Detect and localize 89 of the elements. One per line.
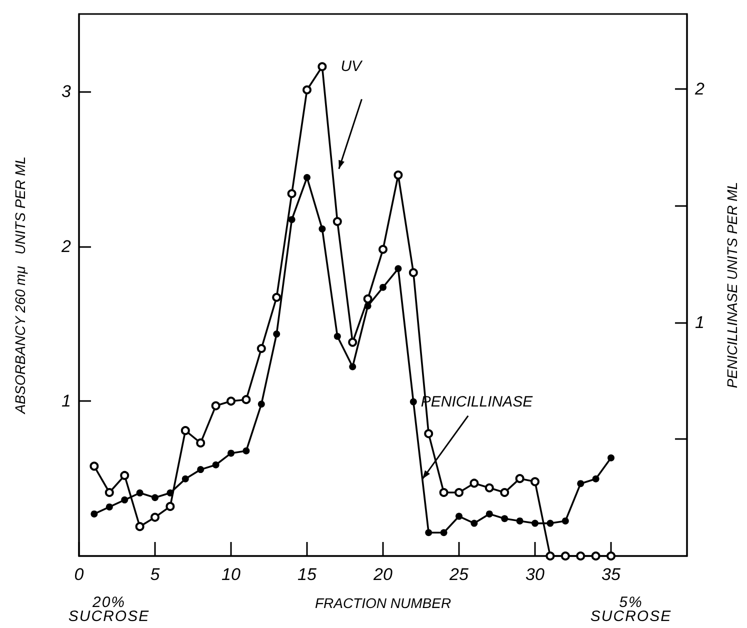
point — [104, 488, 114, 498]
y-tick-label: 2 — [60, 236, 72, 256]
point — [410, 398, 417, 406]
point — [242, 395, 251, 404]
series-label: UV — [340, 58, 364, 76]
point — [530, 477, 540, 486]
y2-tick-label: 2 — [694, 79, 705, 98]
point — [273, 330, 280, 338]
point — [378, 244, 388, 254]
point — [439, 488, 448, 498]
y-tick-label: 1 — [62, 392, 71, 411]
point — [120, 470, 130, 480]
point — [546, 520, 554, 527]
x-tick-label: 10 — [222, 565, 241, 584]
x-tick-label: 5 — [150, 565, 160, 584]
point — [304, 174, 310, 182]
point — [606, 552, 616, 560]
point — [470, 520, 478, 527]
point — [180, 426, 190, 436]
y-axis-title: ABSORBANCY 260 mμ UNITS PER ML — [12, 156, 28, 415]
point — [90, 462, 99, 471]
point — [287, 189, 296, 198]
point — [212, 461, 220, 468]
point — [364, 302, 372, 310]
point — [348, 338, 358, 347]
point — [454, 488, 464, 498]
point — [318, 62, 327, 72]
point — [560, 552, 570, 560]
x-tick-label: 0 — [74, 565, 84, 584]
x-tick-label: 20 — [372, 565, 393, 584]
point — [592, 475, 600, 482]
point — [258, 400, 265, 408]
x-tick-label: 15 — [298, 565, 317, 584]
y-tick-label: 3 — [62, 82, 72, 101]
point — [515, 474, 524, 484]
x-tick-label: 35 — [602, 565, 621, 584]
point — [196, 438, 206, 448]
point — [424, 429, 434, 438]
point — [332, 217, 342, 226]
point — [562, 517, 569, 524]
point — [484, 483, 494, 492]
text: 5% SUCROSE — [590, 594, 672, 625]
point — [363, 294, 372, 304]
y2-tick-label: 1 — [695, 312, 704, 332]
point — [90, 510, 98, 518]
point — [516, 517, 524, 524]
point — [197, 466, 204, 474]
point — [272, 292, 282, 302]
point — [121, 496, 128, 504]
point — [302, 85, 312, 94]
point — [242, 447, 250, 454]
point — [500, 488, 510, 498]
point — [226, 396, 236, 406]
point — [135, 522, 144, 532]
x-axis-title: FRACTION NUMBER — [314, 595, 452, 611]
point — [608, 454, 614, 462]
point — [408, 268, 418, 278]
point — [546, 552, 555, 560]
point — [394, 265, 402, 272]
point — [318, 225, 326, 232]
y2-axis-title: PENICILLINASE UNITS PER ML — [724, 182, 740, 388]
point — [577, 480, 584, 488]
point — [182, 475, 189, 482]
point — [150, 512, 160, 522]
point — [166, 502, 175, 511]
point — [470, 478, 479, 488]
point — [501, 515, 508, 522]
point — [256, 344, 266, 353]
point — [456, 512, 462, 520]
point — [106, 503, 113, 510]
point — [152, 494, 158, 502]
point — [166, 489, 174, 496]
point — [349, 363, 356, 370]
point — [440, 529, 448, 536]
point — [532, 520, 538, 527]
point — [591, 552, 600, 560]
point — [334, 332, 341, 340]
point — [425, 529, 432, 536]
text: 20% SUCROSE — [68, 594, 150, 625]
point — [380, 284, 386, 291]
point — [136, 489, 144, 496]
point — [486, 510, 493, 518]
x-tick-label: 25 — [448, 565, 469, 584]
point — [394, 170, 403, 180]
point — [576, 552, 586, 560]
point — [211, 401, 220, 410]
x-tick-label: 30 — [526, 565, 545, 584]
point — [228, 450, 234, 457]
point — [288, 216, 296, 224]
